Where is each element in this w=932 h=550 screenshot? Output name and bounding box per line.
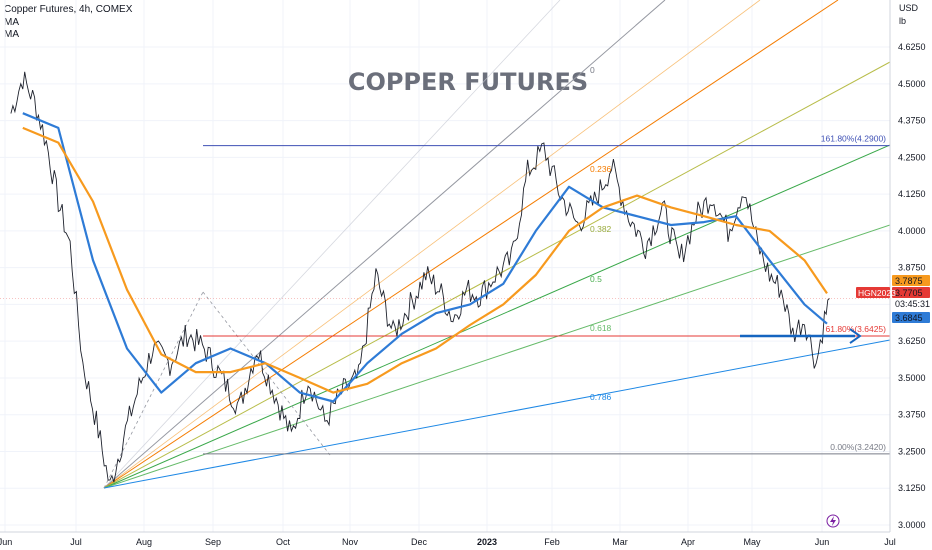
axis-unit-label: lb [899, 16, 906, 26]
price-axis-tick: 3.2500 [898, 446, 926, 456]
price-axis-tick: 4.1250 [898, 189, 926, 199]
time-axis-tick: May [743, 537, 761, 547]
fib-fan-label: 0 [590, 65, 595, 75]
arrow-head [849, 328, 862, 344]
price-badge-bg [892, 298, 930, 309]
time-axis-tick: Sep [205, 537, 221, 547]
time-axis-tick: Jul [70, 537, 82, 547]
time-axis-tick: Dec [411, 537, 428, 547]
time-axis-tick: Nov [342, 537, 359, 547]
time-axis-tick: Feb [544, 537, 560, 547]
price-badge-bg [892, 287, 930, 298]
fib-fan-trend-dashed [202, 291, 331, 456]
time-axis-tick: Mar [612, 537, 628, 547]
price-axis-tick: 4.5000 [898, 79, 926, 89]
fib-level-label: 61.80%(3.6425) [826, 324, 887, 334]
price-axis-tick: 3.8750 [898, 263, 926, 273]
time-axis-tick: Oct [276, 537, 291, 547]
moving-average-line-2[interactable] [22, 126, 828, 394]
fib-fan-line [103, 0, 666, 489]
fib-fan-trend-dashed [103, 291, 204, 489]
price-axis-tick: 4.0000 [898, 226, 926, 236]
price-badge-label: 3.6845 [895, 313, 923, 323]
price-badge-label: 03:45:31 [895, 299, 930, 309]
indicator-ma-1[interactable]: MA [4, 17, 19, 28]
price-axis-tick: 3.1250 [898, 483, 926, 493]
price-axis-tick: 4.6250 [898, 42, 926, 52]
fib-fan-line [103, 224, 891, 489]
price-badge-label: 3.7705 [895, 288, 923, 298]
fib-fan-line [103, 144, 891, 489]
price-series-line[interactable] [10, 71, 830, 483]
time-axis-tick: Jun [0, 537, 12, 547]
price-axis-tick: 3.0000 [898, 520, 926, 530]
fib-fan-label: 0.786 [590, 392, 612, 402]
fib-fan-line [103, 0, 761, 489]
moving-average-line-1[interactable] [22, 112, 828, 403]
fib-level-label: 0.00%(3.2420) [830, 442, 886, 452]
fib-fan-label: 0.5 [590, 274, 602, 284]
fib-fan-line [103, 0, 839, 489]
fib-fan-line [103, 61, 891, 489]
time-axis-tick: Jun [815, 537, 830, 547]
time-axis-tick: Jul [884, 537, 896, 547]
symbol-badge-label: HGN2023 [858, 288, 896, 298]
price-badge-bg [892, 312, 930, 323]
fib-fan-line [103, 339, 891, 489]
time-axis-tick: 2023 [477, 537, 497, 547]
lightning-icon[interactable] [826, 514, 840, 528]
fib-fan-label: 0.618 [590, 323, 612, 333]
time-axis-tick: Apr [681, 537, 695, 547]
chart-symbol-title: Copper Futures, 4h, COMEX [4, 4, 133, 15]
fib-fan-line [103, 0, 561, 489]
fib-level-label: 161.80%(4.2900) [821, 134, 886, 144]
chart-title-watermark: COPPER FUTURES [348, 68, 588, 96]
price-axis-tick: 4.3750 [898, 116, 926, 126]
price-axis-tick: 3.3750 [898, 410, 926, 420]
price-axis-tick: 3.6250 [898, 336, 926, 346]
symbol-badge-bg [856, 287, 890, 298]
fib-fan-label: 0.382 [590, 224, 612, 234]
price-axis-tick: 3.5000 [898, 373, 926, 383]
price-axis-tick: 4.2500 [898, 152, 926, 162]
indicator-ma-2[interactable]: MA [4, 29, 19, 40]
fib-fan-label: 0.236 [590, 164, 612, 174]
price-badge-bg [892, 275, 930, 286]
axis-currency-label: USD [899, 3, 919, 13]
time-axis-tick: Aug [136, 537, 152, 547]
lightning-icon-glyph [830, 516, 836, 526]
price-badge-label: 3.7875 [895, 276, 923, 286]
